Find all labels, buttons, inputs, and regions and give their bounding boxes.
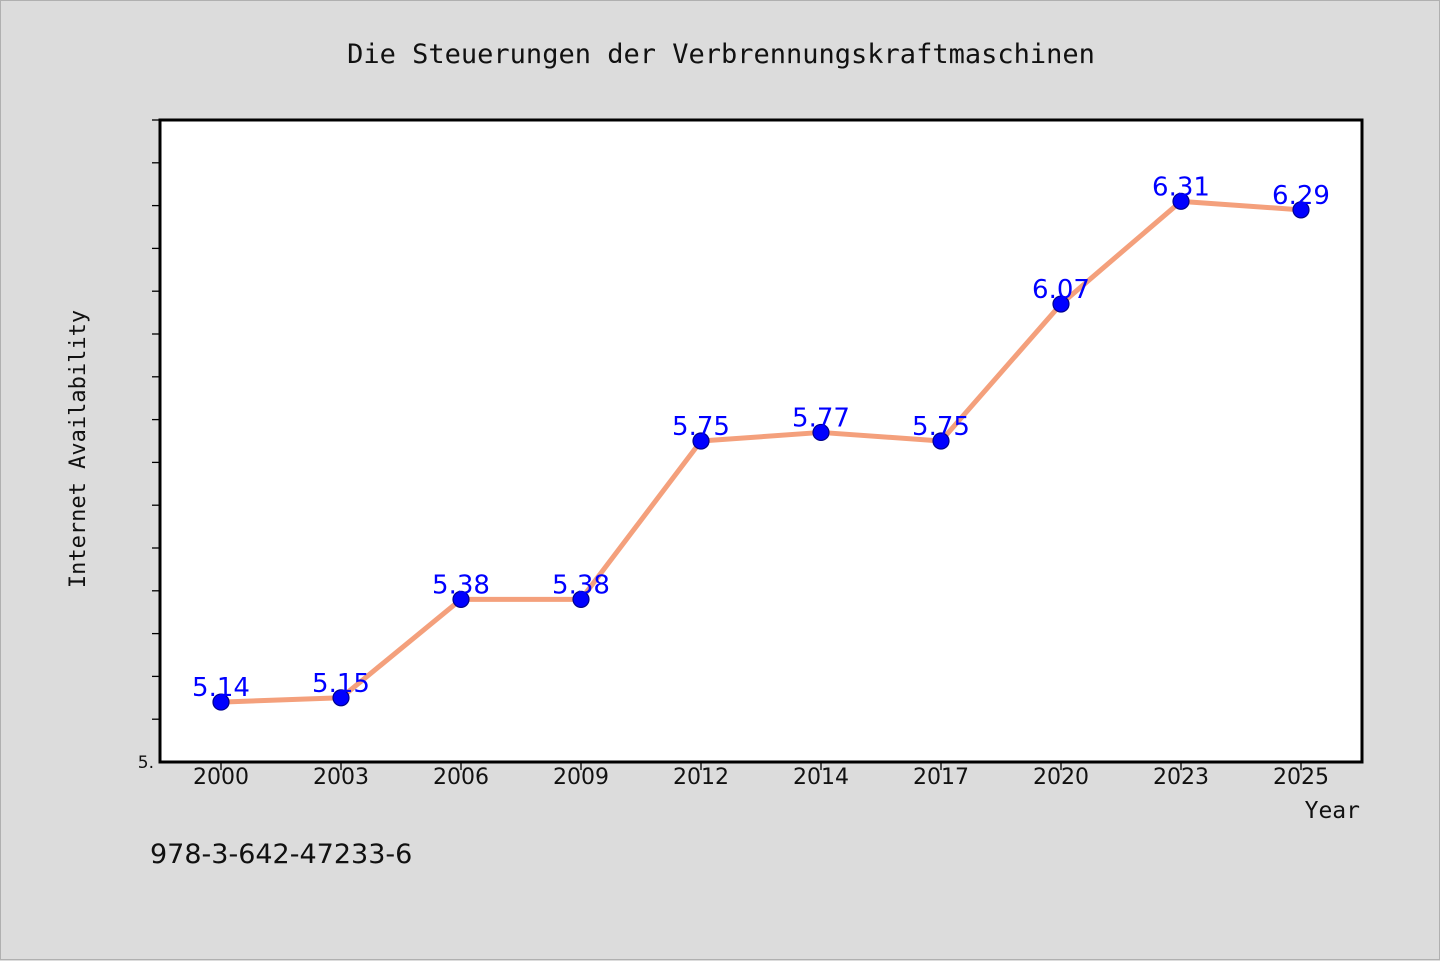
y-axis-label: Internet Availability <box>66 310 91 588</box>
x-tick-label: 2000 <box>193 765 249 790</box>
y-tick-label: 5. <box>138 753 154 773</box>
x-tick-label: 2017 <box>913 765 969 790</box>
plot-area <box>158 118 1364 764</box>
data-point <box>1292 201 1310 219</box>
x-tick-labels: 2000 2003 2006 2009 2012 2014 2017 2020 2023 2025 <box>193 765 1329 790</box>
x-tick-label: 2014 <box>793 765 849 790</box>
data-point <box>332 689 350 707</box>
isbn-text: 978-3-642-47233-6 <box>150 839 412 870</box>
x-tick-label: 2009 <box>553 765 609 790</box>
data-label: 5.75 <box>912 412 970 442</box>
data-label: 5.77 <box>792 403 850 433</box>
data-label: 6.29 <box>1272 181 1330 211</box>
series-line <box>218 198 1304 705</box>
data-point <box>1172 192 1190 210</box>
data-label: 6.31 <box>1152 172 1210 202</box>
data-point <box>932 432 950 450</box>
data-points <box>212 192 1310 711</box>
data-point <box>452 590 470 608</box>
chart-title: Die Steuerungen der Verbrennungskraftmas… <box>347 39 1095 70</box>
data-label: 5.75 <box>672 412 730 442</box>
data-label: 5.38 <box>432 570 490 600</box>
data-point <box>692 432 710 450</box>
x-tick-label: 2006 <box>433 765 489 790</box>
x-tick-label: 2012 <box>673 765 729 790</box>
data-point <box>812 423 830 442</box>
data-point <box>212 693 230 711</box>
x-axis-ticks <box>220 763 1302 770</box>
x-tick-label: 2020 <box>1033 765 1089 790</box>
x-axis-label: Year <box>1305 798 1360 824</box>
x-tick-label: 2023 <box>1153 765 1209 790</box>
data-point <box>1052 295 1070 313</box>
x-tick-label: 2003 <box>313 765 369 790</box>
data-label: 5.14 <box>192 673 250 703</box>
data-label: 6.07 <box>1032 275 1090 305</box>
data-label: 5.38 <box>552 570 610 600</box>
data-labels: 5.14 5.15 5.38 5.38 5.75 5.77 5.75 6.07 6.31 6.29 <box>192 172 1330 703</box>
x-tick-label: 2025 <box>1273 765 1329 790</box>
y-axis-ticks <box>152 119 159 720</box>
data-point <box>572 590 590 608</box>
data-label: 5.15 <box>312 669 370 699</box>
